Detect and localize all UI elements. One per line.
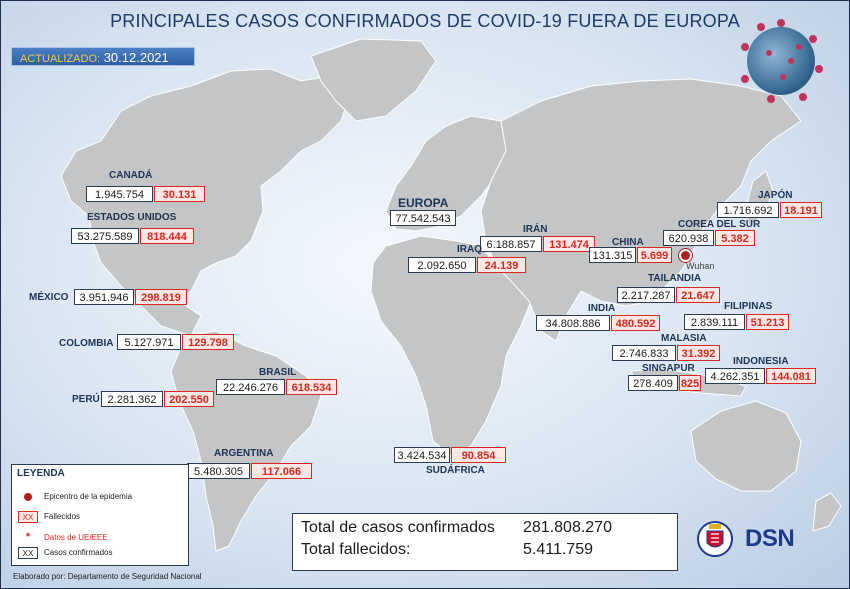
- cases-usa: 53.275.589: [71, 228, 139, 244]
- legend-deaths: XX Fallecidos: [18, 511, 80, 523]
- deaths-tailandia: 21.647: [676, 287, 720, 303]
- cases-swatch: XX: [18, 547, 38, 559]
- deaths-brasil: 618.534: [286, 379, 337, 395]
- cases-peru: 2.281.362: [101, 391, 163, 407]
- deaths-argentina: 117.066: [251, 463, 312, 479]
- update-label: ACTUALIZADO:: [20, 53, 101, 65]
- country-name-brasil: BRASIL: [259, 367, 297, 378]
- legend-ue: * Datos de UE/EEE: [18, 531, 108, 543]
- cases-tailandia: 2.217.287: [617, 287, 675, 303]
- deaths-india: 480.592: [611, 315, 660, 331]
- epicenter-wuhan-icon: [679, 249, 692, 262]
- country-name-china: CHINA: [612, 237, 644, 248]
- deaths-peru: 202.550: [164, 391, 214, 407]
- deaths-sudafrica: 90.854: [451, 447, 506, 463]
- cases-singapur: 278.409: [628, 375, 678, 391]
- country-name-peru: PERÚ: [72, 394, 100, 405]
- cases-colombia: 5.127.971: [117, 334, 181, 350]
- total-deaths-value: 5.411.759: [523, 541, 593, 558]
- cases-japon: 1.716.692: [717, 202, 779, 218]
- australia-landmass: [690, 400, 802, 492]
- legend-title: LEYENDA: [17, 468, 65, 479]
- country-name-singapur: SINGAPUR: [642, 363, 695, 374]
- total-cases-label: Total de casos confirmados: [301, 519, 495, 536]
- country-name-japon: JAPÓN: [758, 190, 793, 201]
- deaths-swatch: XX: [18, 511, 38, 523]
- cases-canada: 1.945.754: [86, 186, 153, 202]
- update-date: 30.12.2021: [103, 50, 169, 65]
- deaths-indonesia: 144.081: [766, 368, 816, 384]
- greenland-landmass: [310, 38, 437, 122]
- cases-iraq: 2.092.650: [408, 257, 476, 273]
- country-name-europa: EUROPA: [398, 196, 449, 210]
- total-deaths-label: Total fallecidos:: [301, 541, 411, 558]
- totals-panel: Total de casos confirmados 281.808.270 T…: [292, 513, 678, 571]
- country-name-iran: IRÁN: [523, 224, 548, 235]
- page-title: PRINCIPALES CASOS CONFIRMADOS DE COVID-1…: [110, 11, 740, 31]
- new-zealand-landmass: [812, 492, 842, 532]
- deaths-filipinas: 51.213: [746, 314, 789, 330]
- cases-corea: 620.938: [663, 230, 714, 246]
- coat-of-arms-icon: [697, 521, 733, 557]
- country-name-colombia: COLOMBIA: [59, 338, 114, 349]
- country-name-argentina: ARGENTINA: [214, 448, 274, 459]
- cases-brasil: 22.246.276: [216, 379, 285, 395]
- wuhan-label: Wuhan: [686, 261, 715, 271]
- deaths-malasia: 31.392: [677, 345, 720, 361]
- epicenter-icon: [24, 492, 32, 501]
- country-name-usa: ESTADOS UNIDOS: [87, 212, 177, 223]
- ue-star-icon: *: [25, 531, 31, 543]
- country-name-iraq: IRAQ: [457, 244, 482, 255]
- deaths-corea: 5.382: [715, 230, 755, 246]
- country-name-canada: CANADÁ: [109, 170, 153, 181]
- cases-india: 34.808.886: [536, 315, 610, 331]
- country-name-mexico: MÉXICO: [29, 292, 69, 303]
- deaths-canada: 30.131: [154, 186, 205, 202]
- country-name-filipinas: FILIPINAS: [724, 301, 773, 312]
- africa-landmass: [370, 235, 532, 457]
- total-cases-value: 281.808.270: [523, 519, 612, 536]
- country-name-corea: COREA DEL SUR: [678, 219, 761, 230]
- country-name-tailandia: TAILANDIA: [648, 273, 702, 284]
- legend-cases: XX Casos confirmados: [18, 547, 112, 559]
- deaths-singapur: 825: [679, 375, 701, 391]
- cases-europa: 77.542.543: [390, 210, 456, 226]
- legend: LEYENDA Epicentro de la epidemia XX Falle…: [11, 464, 189, 566]
- country-name-india: INDIA: [588, 303, 616, 314]
- cases-china: 131.315: [589, 247, 636, 263]
- deaths-iraq: 24.139: [477, 257, 526, 273]
- cases-mexico: 3.951.946: [74, 289, 134, 305]
- country-name-indonesia: INDONESIA: [733, 356, 789, 367]
- update-badge: ACTUALIZADO: 30.12.2021: [11, 47, 195, 66]
- legend-epicenter: Epicentro de la epidemia: [18, 492, 132, 501]
- footer-credit: Elaborado por: Departamento de Seguridad…: [13, 572, 202, 581]
- deaths-usa: 818.444: [140, 228, 194, 244]
- cases-sudafrica: 3.424.534: [394, 447, 450, 463]
- country-name-sudafrica: SUDÁFRICA: [426, 465, 485, 476]
- dsn-logo: DSN: [745, 525, 795, 552]
- cases-filipinas: 2.839.111: [684, 314, 745, 330]
- cases-iran: 6.188.857: [480, 236, 542, 252]
- cases-argentina: 5.480.305: [187, 463, 250, 479]
- deaths-japon: 18.191: [780, 202, 822, 218]
- deaths-iran: 131.474: [543, 236, 595, 252]
- coronavirus-icon: [741, 19, 823, 103]
- deaths-mexico: 298.819: [135, 289, 187, 305]
- cases-malasia: 2.746.833: [612, 345, 676, 361]
- country-name-malasia: MALASIA: [661, 333, 707, 344]
- deaths-colombia: 129.798: [182, 334, 234, 350]
- deaths-china: 5.699: [637, 247, 672, 263]
- cases-indonesia: 4.262.351: [705, 368, 765, 384]
